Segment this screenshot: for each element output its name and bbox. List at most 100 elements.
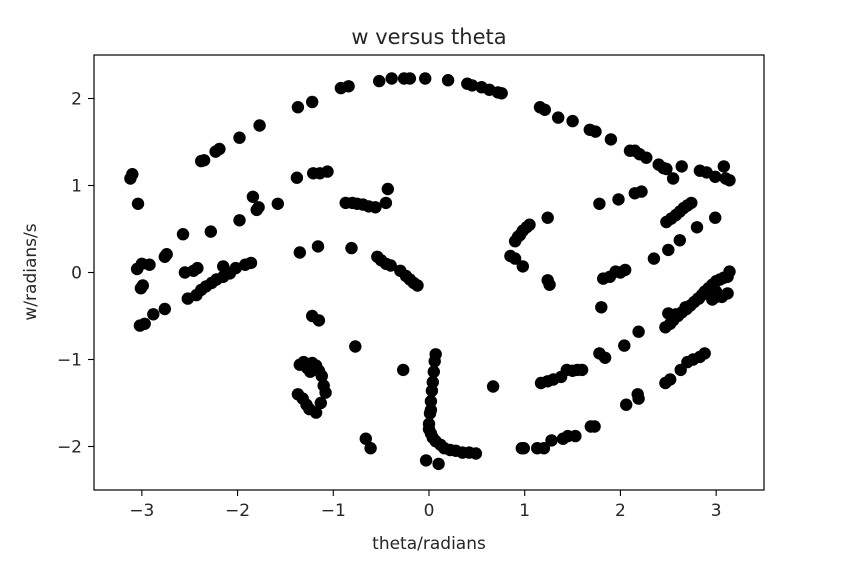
data-point [673,234,686,247]
x-tick-label: −2 [225,501,250,521]
data-point [620,398,633,411]
data-point [253,119,266,132]
data-point [397,363,410,377]
data-point [321,165,334,178]
data-point [709,285,723,298]
data-point [314,396,327,410]
data-point [428,355,441,368]
data-point [660,162,673,176]
data-point [403,72,417,85]
data-point [244,256,258,270]
x-tick-label: −1 [321,501,346,521]
data-point [538,103,551,117]
data-point [290,171,304,184]
x-tick-label: 2 [615,501,626,521]
data-point [373,74,386,88]
data-point [566,114,579,128]
data-point [126,168,139,181]
data-point [312,314,326,327]
data-point [309,406,323,419]
data-point [246,190,260,203]
data-point [424,395,438,408]
chart-title: w versus theta [351,25,506,49]
data-point [319,386,332,399]
data-point [213,142,226,156]
data-point [675,160,688,173]
data-point [662,243,675,257]
data-point [717,160,730,173]
data-point [233,131,246,144]
data-point [541,211,554,224]
data-point [723,174,736,187]
data-point [427,365,440,378]
data-point [647,252,661,265]
data-point [176,228,190,241]
data-point [698,347,711,360]
data-point [690,221,704,234]
data-point [385,72,398,85]
data-point [432,457,445,471]
data-point [131,197,145,210]
y-tick-label: −2 [57,438,82,458]
x-tick-label: −3 [129,501,154,521]
data-point [306,95,319,109]
data-point [632,325,645,338]
data-point [537,442,551,455]
x-axis-ticks: −3 −2 −1 0 1 2 3 [129,490,722,521]
y-tick-label: −1 [57,351,82,371]
data-point [345,241,358,255]
data-point [311,240,325,253]
data-point [293,246,306,259]
data-point [516,260,529,273]
data-point [419,454,433,467]
y-tick-label: 1 [71,177,82,197]
data-point [143,258,156,271]
data-point [666,172,680,185]
data-point [369,201,382,214]
data-point [349,340,362,353]
data-point [664,373,677,386]
data-point [692,292,706,305]
data-point [709,211,722,224]
y-axis-ticks: −2 −1 0 1 2 [57,90,94,458]
data-point [612,193,625,206]
data-point [233,214,246,227]
data-point [191,261,204,275]
data-point [552,111,565,124]
data-point [569,429,582,443]
data-point [523,218,536,231]
data-point [379,196,393,210]
data-point [364,442,377,455]
data-point [508,252,522,265]
data-point [618,339,631,352]
data-point [197,154,211,167]
data-point [291,101,305,114]
data-point [619,263,632,277]
data-point [543,278,556,291]
x-tick-label: 1 [519,501,530,521]
data-point [723,265,736,278]
data-point [595,301,608,314]
data-point [575,363,589,377]
data-point [588,420,601,433]
x-tick-label: 0 [424,501,435,521]
data-point [669,308,683,321]
data-point [640,151,653,164]
data-point [158,302,171,316]
x-axis-label: theta/radians [372,534,486,554]
data-point [229,261,242,275]
data-point [593,197,606,210]
data-point [342,80,355,93]
data-point [679,301,692,314]
data-point [423,407,437,420]
data-point [252,201,265,214]
data-point [604,133,618,146]
data-point [136,279,149,292]
data-point [685,196,698,210]
data-point [631,388,644,401]
x-tick-label: 3 [711,501,722,521]
data-point [598,351,612,364]
y-axis-label: w/radians/s [21,223,41,320]
